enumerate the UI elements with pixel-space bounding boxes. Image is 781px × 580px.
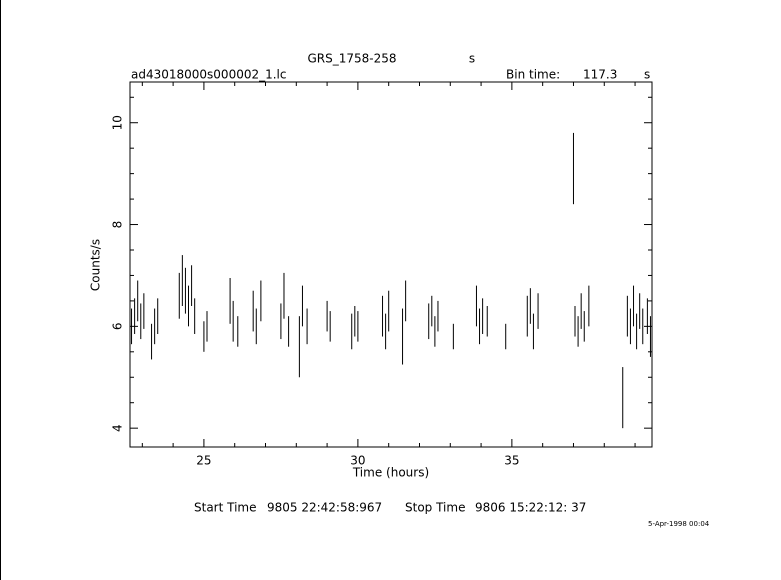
start-time: 9805 22:42:58:967 xyxy=(267,501,382,515)
bin-time-unit: s xyxy=(644,68,650,82)
chart-title: GRS_1758-258 xyxy=(307,52,396,66)
stop-time: 9806 15:22:12: 37 xyxy=(475,501,586,515)
title-unit: s xyxy=(469,52,475,66)
plot-frame xyxy=(129,81,653,448)
x-tick-label: 35 xyxy=(504,454,519,468)
x-tick-label: 30 xyxy=(350,454,365,468)
date-stamp: 5-Apr-1998 00:04 xyxy=(648,520,710,528)
x-tick-label: 25 xyxy=(196,454,211,468)
y-tick-label: 6 xyxy=(111,323,125,331)
x-axis-label: Time (hours) xyxy=(352,466,429,480)
y-axis-label: Counts/s xyxy=(89,239,103,291)
bin-time: 117.3 xyxy=(583,68,617,82)
y-tick-label: 10 xyxy=(111,115,125,130)
file-name: ad43018000s000002_1.lc xyxy=(131,68,287,82)
stop-label: Stop Time xyxy=(405,501,465,515)
y-tick-label: 8 xyxy=(111,221,125,229)
bin-time-label: Bin time: xyxy=(506,68,560,82)
start-label: Start Time xyxy=(194,501,257,515)
y-tick-label: 4 xyxy=(111,424,125,432)
